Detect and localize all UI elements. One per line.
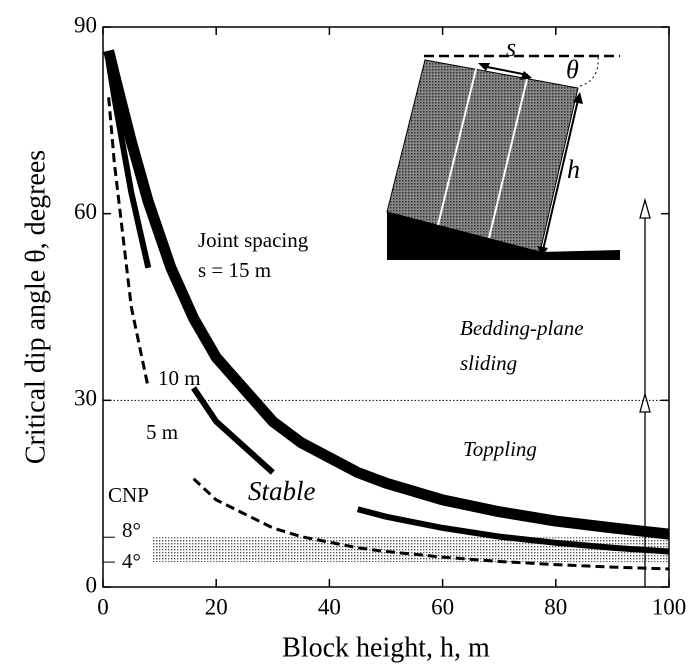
x-tick-label: 40 (318, 594, 341, 619)
y-axis-label: Critical dip angle θ, degrees (20, 150, 51, 464)
legend-label: 5 m (146, 420, 178, 444)
annotation: Stable (248, 476, 316, 506)
band-range-label: 8° (122, 518, 141, 542)
band-label: CNP (108, 483, 149, 507)
plot-frame (102, 26, 670, 588)
inset-label: θ (566, 55, 579, 84)
x-axis-label: Block height, h, m (282, 632, 490, 663)
inset-label: h (567, 155, 580, 184)
y-tick-label: 30 (74, 386, 97, 411)
annotation: Toppling (463, 437, 537, 461)
annotation: sliding (460, 351, 517, 375)
curve (105, 61, 670, 555)
x-tick-label: 60 (431, 594, 454, 619)
x-tick-label: 100 (652, 594, 687, 619)
y-tick-label: 90 (74, 12, 97, 37)
curve (103, 49, 670, 540)
legend-label: 10 m (158, 366, 201, 390)
x-tick-label: 80 (544, 594, 567, 619)
y-tick-label: 0 (86, 572, 98, 597)
inset-label: s (506, 33, 516, 62)
band-range-label: 4° (122, 549, 141, 573)
curve (107, 97, 670, 571)
annotation: Bedding-plane (460, 316, 584, 340)
inset-diagram: s θ h (386, 33, 620, 260)
y-tick-label: 60 (74, 199, 97, 224)
regime-arrows (639, 197, 651, 587)
cnp-band (153, 537, 669, 563)
legend-label: s = 15 m (198, 258, 271, 282)
x-tick-label: 20 (205, 594, 228, 619)
annotation: Joint spacing (198, 228, 309, 252)
x-tick-label: 0 (97, 594, 109, 619)
